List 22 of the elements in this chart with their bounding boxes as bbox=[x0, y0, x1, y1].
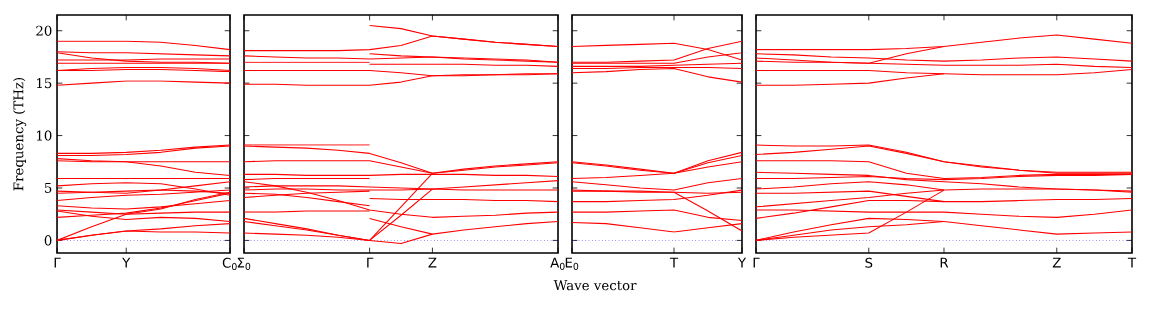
y-tick-label: 15 bbox=[36, 78, 52, 89]
y-tick-label: 5 bbox=[44, 183, 52, 193]
x-tick-label: Γ bbox=[753, 257, 760, 268]
x-tick-label: T bbox=[669, 257, 679, 268]
x-tick-label: Y bbox=[737, 257, 747, 268]
x-tick-label: Z bbox=[1052, 257, 1061, 268]
x-tick-label: T bbox=[1127, 257, 1137, 268]
y-tick-label: 10 bbox=[36, 130, 52, 141]
y-tick-label: 0 bbox=[44, 235, 52, 246]
y-axis-title: Frequency (THz) bbox=[13, 77, 27, 191]
x-tick-label: E$_{0}$ bbox=[565, 257, 579, 270]
x-tick-label: R bbox=[940, 257, 949, 268]
x-tick-label: A$_{0}$ bbox=[550, 257, 565, 270]
x-tick-label: C$_{0}$ bbox=[222, 257, 237, 271]
x-tick-label: Y bbox=[122, 257, 131, 268]
x-tick-label: Γ bbox=[367, 257, 374, 268]
y-tick-label: 20 bbox=[36, 25, 52, 36]
x-tick-label: Γ bbox=[54, 257, 61, 268]
x-tick-label: Σ$_{0}$ bbox=[237, 257, 251, 270]
x-tick-label: Z bbox=[428, 257, 437, 268]
x-tick-label: S bbox=[865, 257, 873, 268]
x-axis-title: Wave vector bbox=[553, 280, 637, 291]
